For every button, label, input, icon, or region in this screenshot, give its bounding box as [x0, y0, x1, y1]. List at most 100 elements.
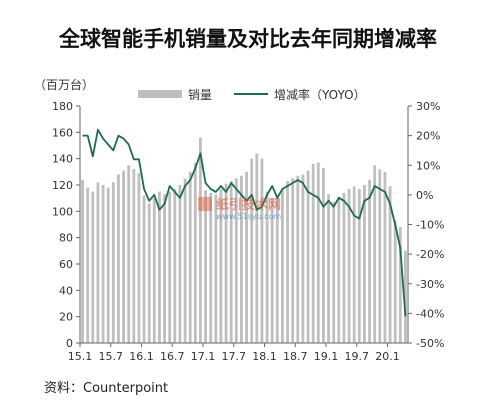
sales-bar	[152, 198, 156, 343]
left-axis-tick-label: 60	[59, 258, 73, 271]
x-axis-tick-label: 19.7	[345, 350, 370, 363]
x-axis-tick-label: 15.7	[99, 350, 124, 363]
left-axis-tick-label: 0	[66, 337, 73, 350]
sales-bar	[163, 194, 166, 343]
legend-swatch-sales	[138, 90, 182, 98]
sales-bar	[147, 203, 151, 343]
sales-bar	[183, 178, 187, 343]
right-axis-tick-label: -20%	[416, 248, 444, 261]
sales-bar	[91, 191, 95, 343]
right-axis-tick-label: -40%	[416, 307, 444, 320]
watermark-logo-icon	[198, 197, 212, 211]
sales-bar	[229, 181, 233, 343]
sales-bar	[142, 195, 146, 343]
sales-bar	[127, 165, 131, 343]
x-axis-tick-label: 16.7	[160, 350, 185, 363]
sales-bar	[204, 190, 207, 343]
x-axis-tick-label: 16.1	[129, 350, 154, 363]
x-axis-tick-label: 18.1	[252, 350, 277, 363]
sales-bar	[383, 171, 387, 343]
sales-bar	[316, 162, 320, 343]
sales-bar	[296, 175, 300, 343]
legend: 销量 增减率（YOYO）	[138, 87, 366, 102]
sales-bar	[373, 165, 377, 343]
sales-bar	[281, 190, 284, 343]
sales-bar	[101, 185, 105, 343]
sales-bar	[96, 182, 100, 343]
sales-bar	[137, 173, 141, 343]
sales-bar	[219, 188, 223, 343]
sales-bar	[388, 186, 392, 343]
left-axis-tick-label: 100	[52, 205, 73, 218]
right-axis-tick-label: -30%	[416, 278, 444, 291]
right-axis-tick-label: 10%	[416, 159, 440, 172]
sales-bar	[327, 194, 330, 343]
left-axis-tick-label: 180	[52, 100, 73, 113]
left-axis-tick-label: 80	[59, 232, 73, 245]
sales-bar	[234, 178, 238, 343]
sales-bar	[368, 179, 371, 343]
sales-bar	[106, 187, 110, 343]
sales-bar	[322, 167, 325, 343]
sales-bar	[173, 188, 177, 343]
sales-bar	[342, 192, 346, 343]
right-axis-tick-label: -10%	[416, 219, 444, 232]
left-axis-tick-label: 120	[52, 179, 73, 192]
right-axis-tick-label: 20%	[416, 130, 440, 143]
sales-bar	[301, 174, 305, 343]
right-axis-tick-label: 30%	[416, 100, 440, 113]
left-axis-tick-label: 140	[52, 153, 73, 166]
sales-bar	[404, 250, 407, 343]
sales-bar	[214, 194, 218, 343]
sales-bar	[81, 179, 84, 343]
sales-bar	[122, 170, 125, 343]
sales-bar	[332, 202, 336, 343]
x-axis-tick-label: 17.1	[191, 350, 216, 363]
sales-bar	[245, 171, 248, 343]
sales-bar	[311, 163, 315, 343]
plot-area: 0 20 40 60 80 100 120 140 160 180 -50% -40% -30% -20%…	[52, 100, 444, 363]
sales-bar	[255, 153, 259, 343]
x-axis-tick-label: 20.1	[375, 350, 400, 363]
sales-bar	[275, 195, 279, 343]
sales-bar	[286, 181, 289, 343]
sales-bar	[132, 169, 136, 343]
sales-bar	[357, 188, 361, 343]
sales-bar	[306, 170, 310, 343]
x-axis-tick-label: 19.1	[314, 350, 339, 363]
sales-bar	[158, 191, 161, 343]
sales-bar	[347, 188, 351, 343]
sales-bar	[398, 227, 402, 343]
sales-bar	[111, 182, 115, 343]
watermark-text: 纸引技术网	[216, 197, 281, 213]
right-axis-tick-label: 0%	[416, 189, 433, 202]
sales-bar	[378, 169, 382, 343]
sales-bar	[178, 185, 182, 343]
sales-bar	[240, 175, 243, 343]
sales-bar	[265, 191, 269, 343]
sales-bar	[337, 196, 341, 343]
sales-bar	[250, 158, 254, 343]
legend-label-growth: 增减率（YOYO）	[274, 87, 366, 102]
sales-bar	[393, 220, 397, 343]
left-axis-unit-label: （百万台）	[34, 77, 94, 92]
x-axis-tick-label: 15.1	[68, 350, 93, 363]
right-axis-tick-label: -50%	[416, 337, 444, 350]
watermark: 纸引技术网 www.51syu.com	[198, 197, 281, 221]
x-axis-tick-label: 17.7	[222, 350, 247, 363]
x-axis-tick-label: 18.7	[283, 350, 308, 363]
watermark-url: www.51syu.com	[216, 212, 281, 221]
left-axis-tick-label: 160	[52, 126, 73, 139]
sales-bar	[260, 158, 264, 343]
growth-rate-line	[82, 128, 407, 317]
sales-bar	[209, 192, 213, 343]
sales-bar	[291, 178, 295, 343]
sales-bar	[363, 185, 366, 343]
chart-title: 全球智能手机销量及对比去年同期增减率	[58, 27, 437, 51]
left-axis-tick-label: 40	[59, 284, 73, 297]
sales-bar	[86, 187, 90, 343]
source-note: 资料：Counterpoint	[44, 381, 168, 396]
sales-bar	[224, 183, 228, 343]
sales-bar	[199, 137, 202, 343]
